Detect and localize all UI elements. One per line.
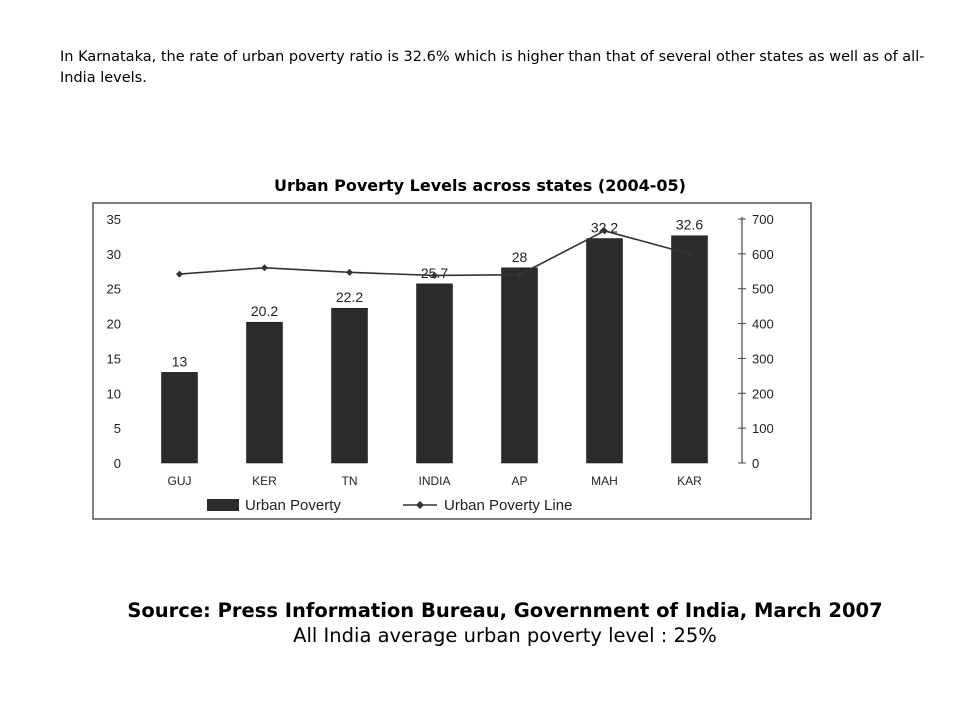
category-label: MAH: [591, 474, 618, 488]
left-tick-label: 15: [107, 351, 121, 366]
bar-value-label: 28: [512, 249, 528, 265]
line-marker: [176, 270, 183, 278]
category-label: TN: [342, 474, 358, 488]
right-tick-label: 500: [752, 282, 774, 297]
line-marker: [431, 271, 438, 279]
bar: [501, 267, 538, 464]
left-tick-label: 30: [107, 247, 121, 262]
category-label: AP: [511, 474, 527, 488]
chart-border: [92, 202, 812, 520]
bar: [671, 235, 708, 464]
right-tick-label: 400: [752, 317, 774, 332]
left-tick-label: 35: [107, 212, 121, 227]
chart-frame: [92, 202, 812, 520]
legend-bar-swatch: [207, 499, 239, 511]
bar: [416, 283, 453, 464]
legend-label-poverty-line: Urban Poverty Line: [444, 497, 572, 514]
bar-value-label: 20.2: [251, 303, 278, 319]
line-marker: [516, 271, 523, 279]
right-tick-label: 300: [752, 351, 774, 366]
left-tick-label: 10: [107, 386, 121, 401]
category-label: GUJ: [168, 474, 192, 488]
legend-line-marker: [416, 501, 424, 509]
intro-paragraph: In Karnataka, the rate of urban poverty …: [60, 49, 925, 86]
left-tick-label: 0: [114, 456, 121, 471]
bar-value-label: 13: [172, 353, 188, 369]
right-tick-label: 700: [752, 212, 774, 227]
line-marker: [346, 268, 353, 276]
left-axis: 0 5 10 15 20 25 30 35: [107, 212, 121, 471]
left-tick-label: 5: [114, 421, 121, 436]
bar: [246, 321, 283, 464]
line-marker: [261, 264, 268, 272]
category-label: KER: [252, 474, 277, 488]
right-tick-label: 200: [752, 386, 774, 401]
bar: [586, 238, 623, 464]
category-label: KAR: [677, 474, 702, 488]
left-tick-label: 25: [107, 282, 121, 297]
bar: [331, 307, 368, 464]
chart-title: Urban Poverty Levels across states (2004…: [274, 176, 686, 195]
line-marker: [601, 227, 608, 235]
right-axis: 0 100 200 300 400 500 600 700: [738, 212, 774, 471]
right-tick-label: 0: [752, 456, 759, 471]
bar: [161, 372, 198, 464]
source-caption: Source: Press Information Bureau, Govern…: [127, 599, 883, 622]
bar-series: 13GUJ20.2KER22.2TN25.7INDIA28AP32.2MAH32…: [161, 217, 708, 488]
legend-label-urban-poverty: Urban Poverty: [245, 497, 341, 514]
right-tick-label: 600: [752, 247, 774, 262]
right-tick-label: 100: [752, 421, 774, 436]
bar-value-label: 32.6: [676, 217, 703, 233]
average-note: All India average urban poverty level : …: [293, 624, 717, 647]
line-marker: [686, 250, 693, 258]
bar-value-label: 22.2: [336, 289, 363, 305]
line-series: [176, 227, 693, 279]
legend: Urban Poverty Urban Poverty Line: [207, 497, 572, 514]
category-label: INDIA: [418, 474, 450, 488]
left-tick-label: 20: [107, 317, 121, 332]
